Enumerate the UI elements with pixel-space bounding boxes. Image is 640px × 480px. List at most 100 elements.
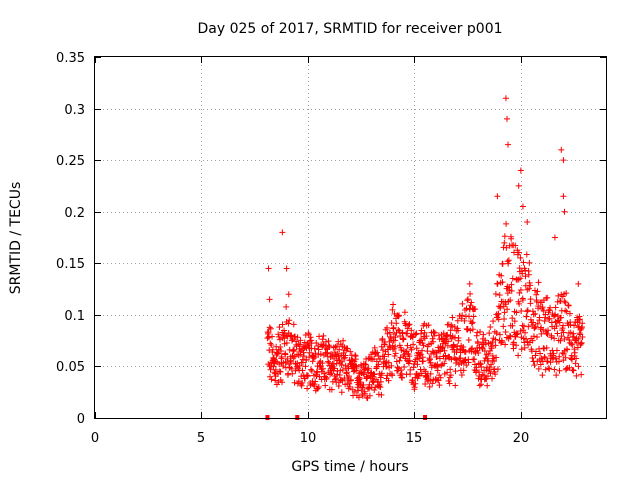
- data-point: [299, 379, 306, 386]
- data-point: [371, 386, 378, 393]
- data-point: [560, 329, 567, 336]
- data-point: [563, 290, 570, 297]
- data-point: [516, 300, 523, 307]
- data-point: [447, 366, 454, 373]
- data-point: [503, 115, 510, 122]
- data-point: [347, 348, 354, 355]
- data-point: [418, 330, 425, 337]
- data-point: [567, 321, 574, 328]
- data-point: [267, 366, 274, 373]
- data-point: [398, 367, 405, 374]
- data-point: [379, 335, 386, 342]
- data-point: [292, 333, 299, 340]
- data-point: [534, 334, 541, 341]
- data-point: [296, 341, 303, 348]
- baseline-marker: [423, 415, 428, 420]
- data-point: [338, 389, 345, 396]
- data-point: [434, 376, 441, 383]
- data-point: [353, 365, 360, 372]
- data-point: [470, 313, 477, 320]
- x-axis-title: GPS time / hours: [291, 459, 408, 475]
- data-point: [523, 251, 530, 258]
- data-point: [517, 275, 524, 282]
- data-point: [531, 362, 538, 369]
- data-point: [355, 394, 362, 401]
- data-point: [418, 327, 425, 334]
- data-point: [530, 319, 537, 326]
- x-tick-labels: 0 5 10 15 20: [91, 431, 529, 446]
- data-point: [489, 375, 496, 382]
- data-point: [500, 323, 507, 330]
- data-point: [332, 376, 339, 383]
- data-point: [283, 265, 290, 272]
- data-point: [511, 318, 518, 325]
- data-point: [546, 365, 553, 372]
- data-point: [388, 362, 395, 369]
- data-point: [420, 358, 427, 365]
- data-point: [328, 386, 335, 393]
- data-point: [544, 294, 551, 301]
- data-point: [523, 313, 530, 320]
- data-point: [275, 331, 282, 338]
- data-point: [303, 372, 310, 379]
- data-point: [546, 315, 553, 322]
- data-point: [464, 297, 471, 304]
- data-point: [342, 352, 349, 359]
- data-point: [543, 344, 550, 351]
- data-point: [515, 182, 522, 189]
- data-point: [540, 307, 547, 314]
- data-point: [426, 356, 433, 363]
- data-point: [457, 345, 464, 352]
- data-point: [458, 371, 465, 378]
- data-point: [391, 310, 398, 317]
- data-point: [287, 358, 294, 365]
- data-point: [493, 330, 500, 337]
- data-point: [571, 322, 578, 329]
- data-point: [384, 324, 391, 331]
- data-point: [520, 259, 527, 266]
- data-point: [554, 330, 561, 337]
- data-point: [477, 328, 484, 335]
- data-point: [357, 379, 364, 386]
- data-point: [392, 343, 399, 350]
- data-point: [529, 337, 536, 344]
- data-point: [266, 296, 273, 303]
- data-point: [522, 273, 529, 280]
- data-point: [560, 193, 567, 200]
- data-point: [571, 346, 578, 353]
- data-point: [488, 361, 495, 368]
- data-point: [483, 367, 490, 374]
- data-point: [433, 353, 440, 360]
- data-point: [535, 303, 542, 310]
- data-point: [558, 333, 565, 340]
- data-point: [561, 336, 568, 343]
- data-point: [573, 372, 580, 379]
- data-point: [302, 344, 309, 351]
- data-point: [267, 373, 274, 380]
- data-point: [441, 360, 448, 367]
- y-tick-label: 0.15: [56, 257, 85, 272]
- data-point: [412, 374, 419, 381]
- data-point: [550, 350, 557, 357]
- data-point: [454, 317, 461, 324]
- grid-lines: [95, 57, 606, 418]
- data-point: [329, 352, 336, 359]
- data-point: [333, 343, 340, 350]
- data-point: [579, 320, 586, 327]
- data-point: [288, 337, 295, 344]
- data-point: [473, 364, 480, 371]
- data-point: [480, 331, 487, 338]
- data-point: [447, 327, 454, 334]
- data-point: [430, 338, 437, 345]
- data-point: [436, 382, 443, 389]
- data-point: [486, 330, 493, 337]
- data-point: [416, 355, 423, 362]
- data-point: [496, 331, 503, 338]
- data-point: [378, 370, 385, 377]
- data-point: [508, 287, 515, 294]
- data-point: [441, 347, 448, 354]
- data-point: [465, 336, 472, 343]
- data-point: [412, 331, 419, 338]
- data-point: [517, 327, 524, 334]
- data-point: [378, 343, 385, 350]
